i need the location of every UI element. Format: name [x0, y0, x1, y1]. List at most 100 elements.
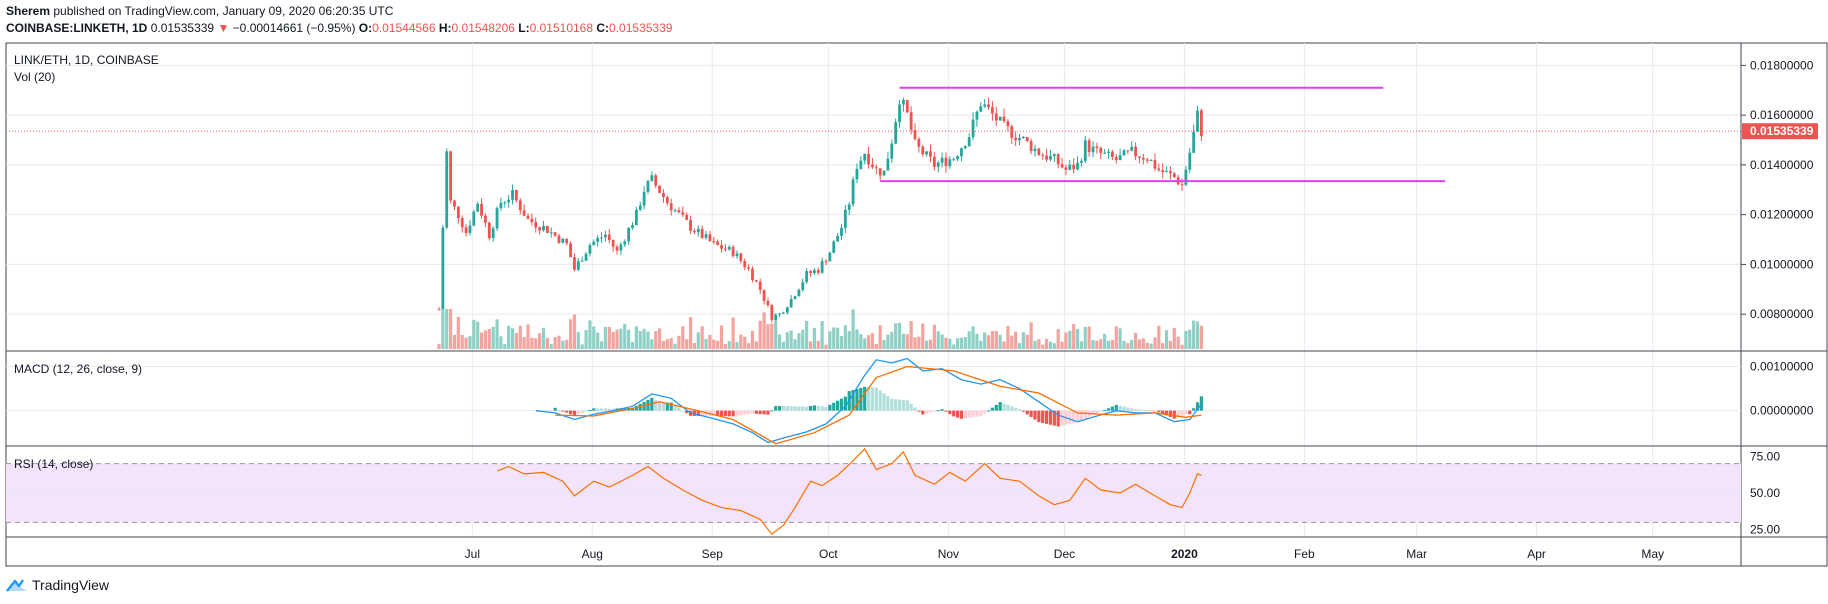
open-value: 0.01544566 — [372, 21, 436, 35]
volume-bar — [979, 340, 983, 349]
volume-bar — [855, 329, 859, 349]
macd-histogram-bar — [1068, 410, 1072, 424]
macd-histogram-bar — [1052, 410, 1056, 426]
candle-body — [979, 106, 983, 112]
volume-bar — [534, 338, 538, 349]
candle-body — [913, 130, 917, 139]
volume-bar — [642, 328, 646, 349]
candle-body — [975, 111, 979, 120]
volume-bar — [944, 337, 948, 349]
volume-bar — [1164, 330, 1169, 349]
volume-bar — [541, 327, 546, 349]
volume-bar — [445, 309, 449, 349]
candle-body — [855, 168, 859, 180]
volume-bar — [688, 317, 693, 349]
volume-bar — [793, 339, 797, 349]
volume-bar — [863, 338, 867, 349]
volume-bar — [874, 343, 878, 349]
candle-body — [611, 239, 615, 247]
volume-bar — [650, 339, 654, 349]
candle-body — [538, 227, 542, 231]
candle-body — [967, 137, 971, 147]
macd-histogram-bar — [894, 399, 898, 411]
volume-bar — [870, 333, 875, 349]
candle-body — [449, 151, 453, 201]
y-tick-label: 0.01000000 — [1750, 257, 1814, 271]
candle-body — [689, 219, 692, 231]
volume-bar — [747, 343, 751, 349]
volume-bar — [599, 341, 604, 349]
candle-body — [1141, 157, 1145, 160]
volume-bar — [994, 330, 998, 349]
x-tick-label: Nov — [938, 547, 959, 561]
volume-bar — [909, 321, 913, 349]
volume-bar — [735, 341, 739, 349]
volume-bar — [1033, 340, 1037, 349]
volume-bar — [781, 341, 786, 349]
macd-histogram-bar — [572, 410, 577, 416]
volume-bar — [1106, 340, 1111, 349]
volume-bar — [460, 335, 464, 349]
close-label: C: — [596, 21, 610, 35]
volume-bar — [1029, 322, 1033, 349]
candle-body — [960, 148, 963, 157]
candle-body — [1165, 171, 1168, 173]
macd-histogram-bar — [913, 407, 917, 411]
macd-histogram-bar — [770, 410, 774, 412]
rsi-title: RSI (14, close) — [14, 457, 93, 471]
macd-histogram-bar — [1134, 409, 1138, 411]
macd-histogram-bar — [990, 407, 995, 411]
candle-body — [1029, 140, 1033, 152]
macd-histogram-bar — [747, 410, 751, 415]
candle-body — [812, 270, 816, 274]
macd-histogram-bar — [948, 410, 952, 415]
footer-brand[interactable]: TradingView — [6, 574, 109, 596]
macd-histogram-bar — [1118, 405, 1122, 411]
volume-bar — [1141, 338, 1145, 349]
candle-body — [1021, 136, 1025, 138]
candle-body — [840, 227, 843, 236]
volume-bar — [611, 331, 615, 349]
candle-body — [867, 153, 870, 165]
y-tick-label: 0.00800000 — [1750, 307, 1814, 321]
volume-bar — [1014, 331, 1018, 349]
candle-body — [708, 234, 712, 242]
volume-bar — [1017, 343, 1022, 349]
candle-body — [793, 296, 797, 300]
macd-histogram-bar — [940, 409, 944, 411]
candle-body — [600, 237, 603, 239]
macd-histogram-bar — [731, 410, 735, 417]
macd-histogram-bar — [793, 406, 797, 411]
volume-bar — [816, 340, 820, 349]
volume-bar — [673, 343, 677, 349]
macd-histogram-bar — [882, 393, 886, 411]
volume-bar — [654, 331, 658, 349]
author-name[interactable]: Sherem — [6, 4, 51, 18]
candle-body — [1122, 150, 1126, 156]
volume-bar — [812, 327, 816, 349]
candle-body — [1060, 164, 1064, 168]
candle-body — [983, 104, 987, 107]
candle-body — [716, 241, 720, 245]
candle-body — [511, 189, 514, 200]
candle-body — [507, 199, 511, 203]
candle-body — [619, 244, 623, 251]
volume-bar — [1091, 340, 1095, 349]
volume-bar — [1145, 342, 1149, 349]
candle-body — [766, 300, 770, 306]
macd-histogram-bar — [1060, 410, 1064, 426]
volume-bar — [967, 331, 971, 349]
volume-bar — [820, 320, 824, 349]
volume-bar — [549, 343, 553, 349]
macd-histogram-bar — [777, 406, 782, 411]
volume-bar — [700, 326, 704, 349]
macd-histogram-bar — [901, 399, 905, 411]
candle-body — [894, 122, 898, 144]
volume-bar — [665, 339, 669, 349]
candle-body — [731, 246, 735, 257]
macd-histogram-bar — [553, 407, 557, 411]
volume-bar — [1110, 340, 1114, 349]
volume-bar — [1099, 339, 1103, 349]
volume-bar — [630, 342, 635, 349]
